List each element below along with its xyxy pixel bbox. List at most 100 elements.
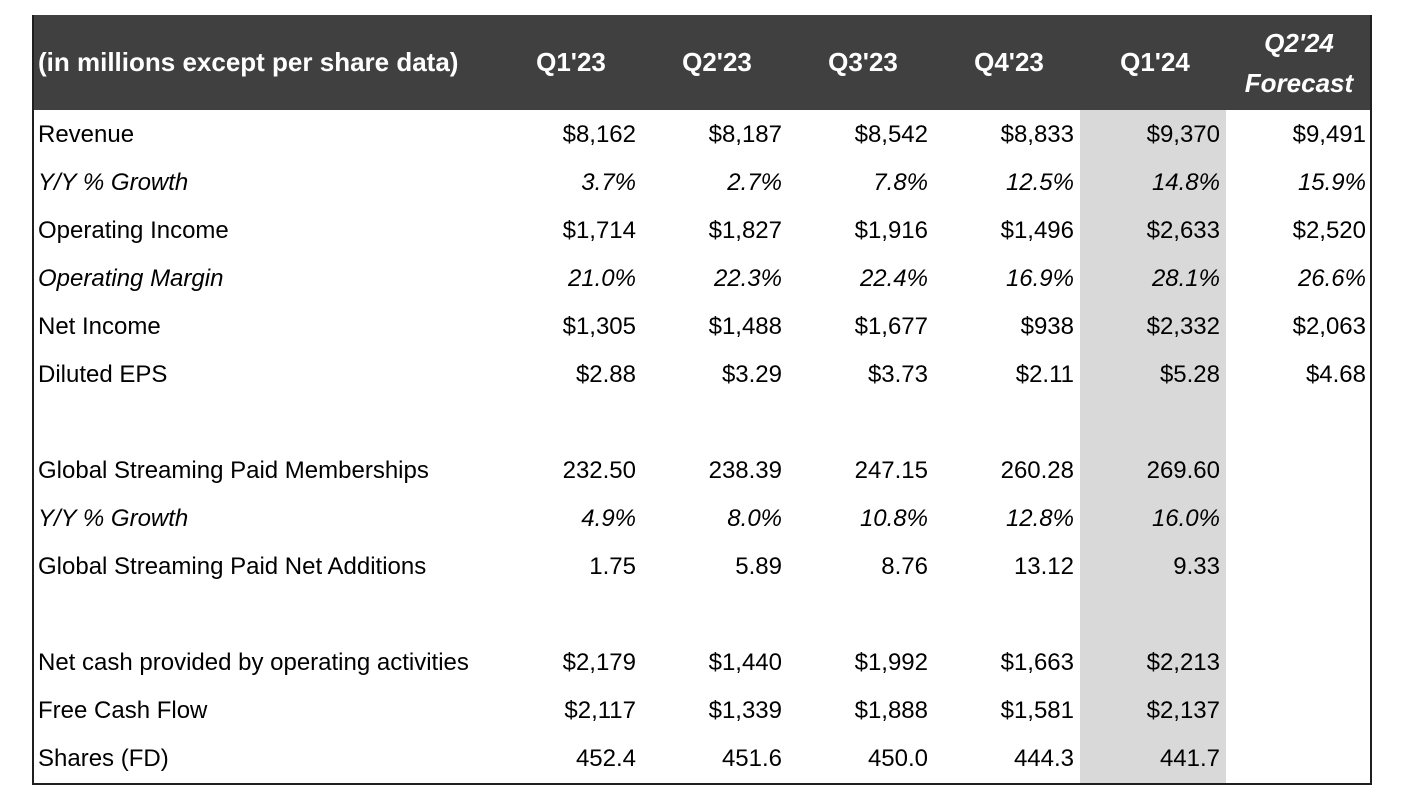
cell-q2-24-forecast bbox=[1226, 735, 1366, 783]
cell-q2-24-forecast bbox=[1226, 399, 1366, 447]
cell-q2-23: 5.89 bbox=[735, 553, 782, 580]
cell-q2-23 bbox=[642, 591, 782, 639]
cell-q2-24-forecast bbox=[1226, 495, 1366, 543]
cell-q2-23: $3.29 bbox=[721, 361, 782, 388]
cell-q1-24 bbox=[1080, 399, 1220, 447]
header-col-q1-24: Q1'24 bbox=[1120, 47, 1190, 77]
cell-q1-23: 1.75 bbox=[589, 553, 636, 580]
cell-q3-23: 450.0 bbox=[867, 745, 928, 772]
cell-q2-23: $1,488 bbox=[708, 313, 782, 340]
cell-q1-23: $2,117 bbox=[564, 697, 636, 724]
header-col-q3-23: Q3'23 bbox=[828, 47, 898, 77]
cell-q4-23: 12.5% bbox=[1005, 169, 1074, 196]
table-row: Revenue $8,162 $8,187 $8,542 $8,833 $9,370 $9,… bbox=[34, 111, 1370, 159]
row-label: Operating Income bbox=[38, 217, 229, 244]
cell-q1-23: 3.7% bbox=[581, 169, 636, 196]
cell-q4-23: 444.3 bbox=[1013, 745, 1074, 772]
header-col-q2-24-forecast: Q2'24 Forecast bbox=[1226, 15, 1370, 110]
table-row: Y/Y % Growth 4.9% 8.0% 10.8% 12.8% 16.0% bbox=[34, 495, 1370, 543]
cell-q1-23: 4.9% bbox=[581, 505, 636, 532]
table-row: Y/Y % Growth 3.7% 2.7% 7.8% 12.5% 14.8% 15.9% bbox=[34, 159, 1370, 207]
row-label: Revenue bbox=[38, 121, 135, 148]
cell-q1-24: 14.8% bbox=[1151, 169, 1220, 196]
cell-q2-24-forecast bbox=[1226, 447, 1366, 495]
row-label: Y/Y % Growth bbox=[38, 169, 189, 196]
row-label bbox=[38, 591, 518, 639]
cell-q2-23 bbox=[642, 399, 782, 447]
cell-q1-23: 452.4 bbox=[575, 745, 636, 772]
header-col-q1-23: Q1'23 bbox=[536, 47, 606, 77]
cell-q1-23: $2.88 bbox=[575, 361, 636, 388]
cell-q2-23: 2.7% bbox=[727, 169, 782, 196]
cell-q3-23: 22.4% bbox=[859, 265, 928, 292]
cell-q3-23: $3.73 bbox=[867, 361, 928, 388]
cell-q4-23: $8,833 bbox=[1000, 121, 1074, 148]
cell-q1-23: $1,714 bbox=[562, 217, 636, 244]
table-row: Operating Income $1,714 $1,827 $1,916 $1,496… bbox=[34, 207, 1370, 255]
cell-q1-24: $2,137 bbox=[1146, 697, 1220, 724]
table-spacer-row bbox=[34, 399, 1370, 447]
row-label: Diluted EPS bbox=[38, 361, 168, 388]
cell-q3-23: $8,542 bbox=[854, 121, 928, 148]
cell-q4-23: 13.12 bbox=[1013, 553, 1074, 580]
row-label: Shares (FD) bbox=[38, 745, 169, 772]
cell-q1-24: 28.1% bbox=[1151, 265, 1220, 292]
cell-q3-23 bbox=[788, 399, 928, 447]
cell-q1-24: $2,332 bbox=[1146, 313, 1220, 340]
cell-q1-24: 16.0% bbox=[1151, 505, 1220, 532]
cell-q1-23: 21.0% bbox=[567, 265, 636, 292]
row-label: Global Streaming Paid Net Additions bbox=[38, 553, 427, 580]
cell-q1-23: $8,162 bbox=[562, 121, 636, 148]
table-row: Global Streaming Paid Net Additions 1.75 5… bbox=[34, 543, 1370, 591]
cell-q2-24-forecast: $2,520 bbox=[1292, 217, 1366, 244]
cell-q4-23 bbox=[934, 399, 1074, 447]
cell-q1-24: 441.7 bbox=[1159, 745, 1220, 772]
cell-q3-23: $1,677 bbox=[854, 313, 928, 340]
cell-q1-24: 9.33 bbox=[1173, 553, 1220, 580]
table-row: Global Streaming Paid Memberships 232.50 2… bbox=[34, 447, 1370, 495]
cell-q3-23: $1,916 bbox=[854, 217, 928, 244]
cell-q2-24-forecast bbox=[1226, 639, 1366, 687]
cell-q1-23 bbox=[496, 591, 636, 639]
cell-q2-23: 8.0% bbox=[727, 505, 782, 532]
cell-q4-23 bbox=[934, 591, 1074, 639]
cell-q3-23: $1,992 bbox=[854, 649, 928, 676]
cell-q4-23: 260.28 bbox=[1000, 457, 1074, 484]
row-label bbox=[38, 399, 518, 447]
cell-q4-23: $1,581 bbox=[1000, 697, 1074, 724]
row-label: Y/Y % Growth bbox=[38, 505, 189, 532]
row-label: Net Income bbox=[38, 313, 161, 340]
header-forecast-label: Forecast bbox=[1244, 67, 1354, 98]
cell-q2-23: $1,339 bbox=[708, 697, 782, 724]
cell-q1-23: $1,305 bbox=[562, 313, 636, 340]
header-label: (in millions except per share data) bbox=[38, 47, 459, 77]
cell-q1-24: $9,370 bbox=[1146, 121, 1220, 148]
table-row: Net Income $1,305 $1,488 $1,677 $938 $2,332 $2… bbox=[34, 303, 1370, 351]
cell-q3-23: $1,888 bbox=[854, 697, 928, 724]
cell-q3-23: 8.76 bbox=[881, 553, 928, 580]
cell-q2-24-forecast bbox=[1226, 591, 1366, 639]
table-row: Shares (FD) 452.4 451.6 450.0 444.3 441.7 bbox=[34, 735, 1370, 783]
header-col-q4-23: Q4'23 bbox=[974, 47, 1044, 77]
cell-q2-24-forecast bbox=[1226, 543, 1366, 591]
cell-q2-24-forecast: 26.6% bbox=[1297, 265, 1366, 292]
cell-q1-23: $2,179 bbox=[562, 649, 636, 676]
cell-q2-23: $1,827 bbox=[708, 217, 782, 244]
table-row: Net cash provided by operating activitie… bbox=[34, 639, 1370, 687]
cell-q2-23: 451.6 bbox=[721, 745, 782, 772]
table-row: Free Cash Flow $2,117 $1,339 $1,888 $1,581 $2… bbox=[34, 687, 1370, 735]
cell-q2-23: $1,440 bbox=[708, 649, 782, 676]
table-header: (in millions except per share data) Q1'2… bbox=[34, 15, 1370, 110]
cell-q4-23: $938 bbox=[1020, 313, 1074, 340]
cell-q1-24: $5.28 bbox=[1159, 361, 1220, 388]
cell-q2-24-forecast: $2,063 bbox=[1292, 313, 1366, 340]
cell-q3-23: 10.8% bbox=[859, 505, 928, 532]
row-label: Operating Margin bbox=[38, 265, 224, 292]
cell-q4-23: $1,496 bbox=[1000, 217, 1074, 244]
cell-q1-24: $2,633 bbox=[1146, 217, 1220, 244]
table-row: Diluted EPS $2.88 $3.29 $3.73 $2.11 $5.28 $4.6… bbox=[34, 351, 1370, 399]
financial-summary-table: (in millions except per share data) Q1'2… bbox=[32, 15, 1372, 785]
q1-24-highlight-column bbox=[1080, 110, 1226, 783]
cell-q2-23: 22.3% bbox=[713, 265, 782, 292]
cell-q4-23: 16.9% bbox=[1005, 265, 1074, 292]
